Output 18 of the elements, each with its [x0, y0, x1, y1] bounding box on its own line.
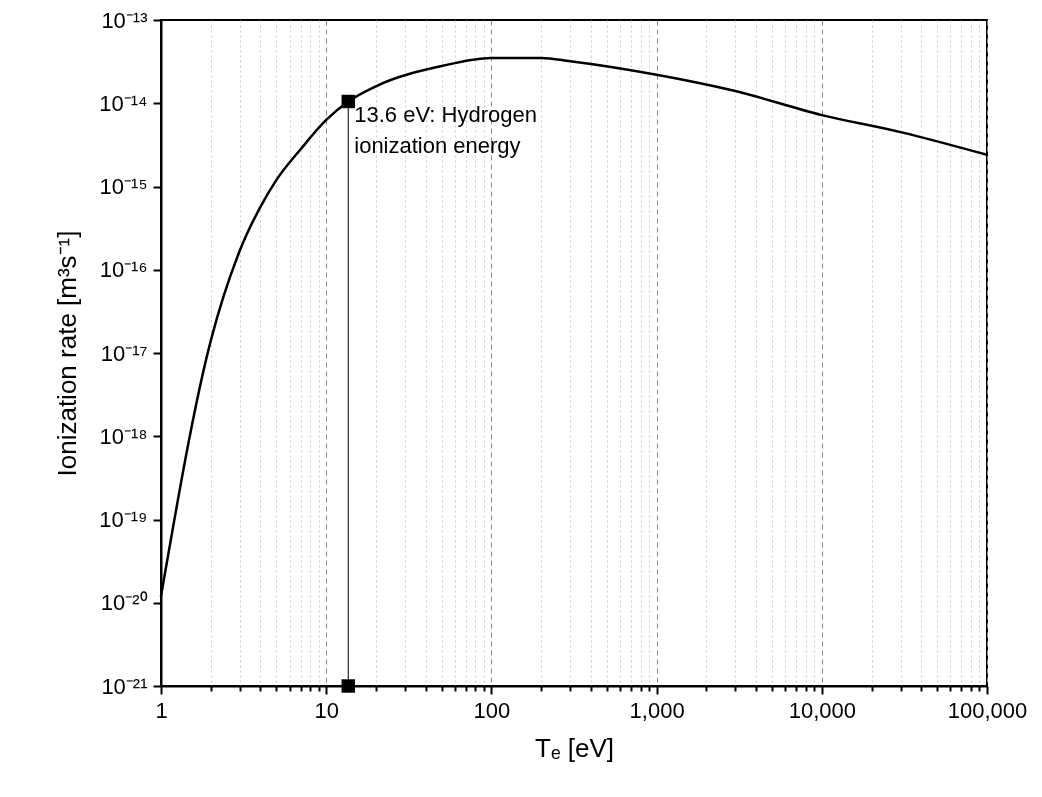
- y-tick-label: 10⁻¹³: [101, 7, 148, 33]
- x-tick-label: 100: [473, 697, 511, 723]
- x-tick-label: 10: [314, 697, 339, 723]
- annotation: 13.6 eV: Hydrogen ionization energy: [354, 102, 537, 159]
- x-tick-label: 10,000: [788, 697, 856, 723]
- x-tick-label: 1,000: [629, 697, 685, 723]
- y-axis-title: Ionization rate [m³s⁻¹]: [52, 230, 83, 477]
- y-tick-label: 10⁻²¹: [101, 673, 148, 699]
- y-tick-label: 10⁻²⁰: [100, 590, 148, 616]
- x-tick-label: 1: [155, 697, 168, 723]
- x-tick-label: 100,000: [947, 697, 1028, 723]
- x-axis-title: Tₑ [eV]: [534, 732, 615, 763]
- y-tick-label: 10⁻¹⁹: [99, 507, 148, 532]
- y-tick-label: 10⁻¹⁵: [99, 174, 148, 199]
- y-tick-label: 10⁻¹⁷: [100, 340, 148, 366]
- y-tick-label: 10⁻¹⁴: [99, 90, 148, 116]
- y-tick-label: 10⁻¹⁶: [99, 257, 148, 283]
- y-tick-label: 10⁻¹⁸: [99, 423, 148, 449]
